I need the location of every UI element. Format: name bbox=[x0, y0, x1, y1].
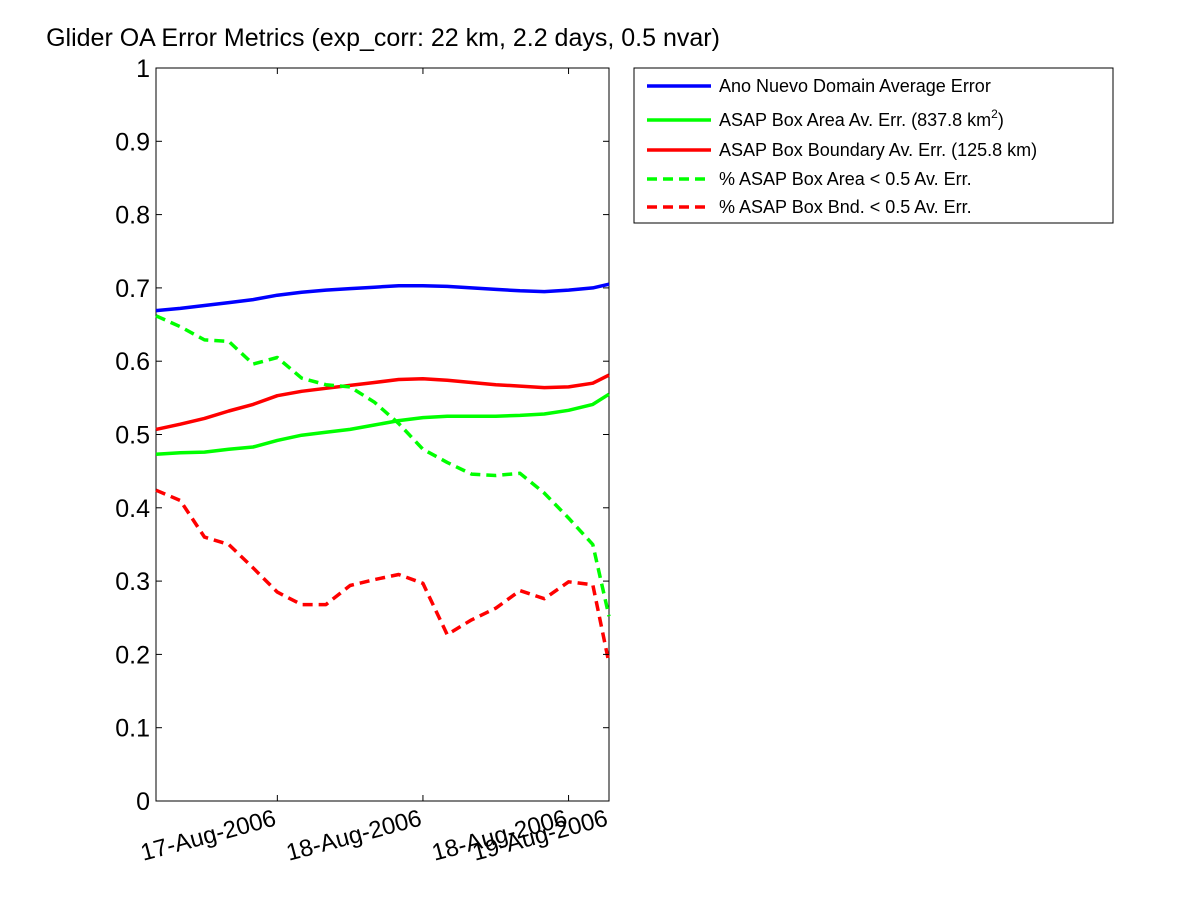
series-line-2 bbox=[155, 392, 610, 457]
legend: Ano Nuevo Domain Average Error ASAP Box A… bbox=[633, 67, 1114, 224]
y-tick-label: 0.9 bbox=[115, 128, 150, 156]
chart-title: Glider OA Error Metrics (exp_corr: 22 km… bbox=[46, 24, 720, 52]
y-tick-label: 0.6 bbox=[115, 348, 150, 376]
y-tick-label: 0.2 bbox=[115, 641, 150, 669]
y-tick-label: 0.3 bbox=[115, 568, 150, 596]
series-line-5 bbox=[155, 488, 611, 664]
y-tick-label: 0.8 bbox=[115, 202, 150, 230]
x-tick-label: 17-Aug-2006 bbox=[138, 805, 279, 867]
x-tick-label: 18-Aug-2006 bbox=[283, 805, 424, 867]
legend-box bbox=[633, 67, 1114, 224]
y-tick-label: 0 bbox=[136, 788, 150, 816]
plot-area bbox=[155, 67, 611, 802]
y-tick-label: 1 bbox=[136, 55, 150, 83]
legend-label-2: ASAP Box Area Av. Err. (837.8 km2) bbox=[719, 107, 1004, 130]
series-line-4 bbox=[155, 314, 611, 617]
y-tick-label: 0.7 bbox=[115, 275, 150, 303]
y-tick-label: 0.5 bbox=[115, 422, 150, 450]
y-axis: 0 0.1 0.2 0.3 0.4 0.5 0.6 0.7 0.8 0.9 1 bbox=[115, 55, 609, 816]
legend-label-4: % ASAP Box Area < 0.5 Av. Err. bbox=[719, 169, 972, 189]
series-line-3 bbox=[155, 373, 610, 432]
series-line-1 bbox=[155, 282, 610, 313]
legend-label-3: ASAP Box Boundary Av. Err. (125.8 km) bbox=[719, 140, 1037, 160]
legend-label-1: Ano Nuevo Domain Average Error bbox=[719, 76, 991, 96]
y-tick-label: 0.4 bbox=[115, 495, 150, 523]
axes-box bbox=[155, 67, 610, 802]
legend-label-5: % ASAP Box Bnd. < 0.5 Av. Err. bbox=[719, 197, 972, 217]
x-axis: 17-Aug-2006 18-Aug-2006 18-Aug-200619-Aug-… bbox=[138, 68, 611, 867]
y-tick-label: 0.1 bbox=[115, 715, 150, 743]
